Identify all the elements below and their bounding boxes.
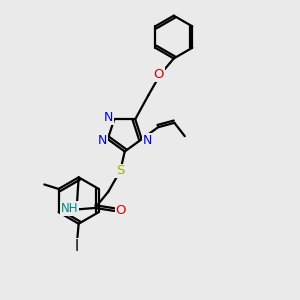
- Text: I: I: [75, 239, 79, 254]
- Text: NH: NH: [60, 202, 78, 215]
- Text: N: N: [104, 111, 114, 124]
- Text: O: O: [154, 68, 164, 81]
- Text: N: N: [98, 134, 107, 147]
- Text: O: O: [116, 204, 126, 218]
- Text: N: N: [142, 134, 152, 147]
- Text: S: S: [116, 164, 124, 177]
